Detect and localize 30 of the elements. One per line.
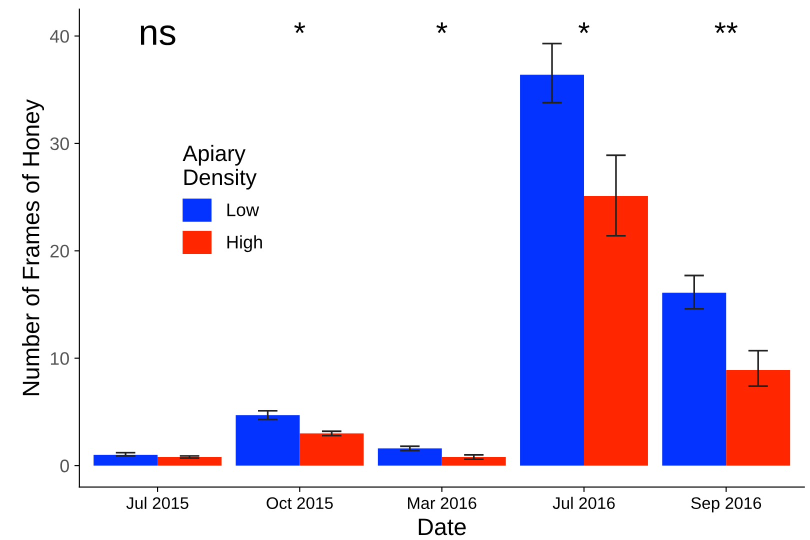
bar bbox=[726, 370, 790, 466]
bar bbox=[662, 292, 726, 466]
x-tick-label: Sep 2016 bbox=[691, 497, 762, 512]
x-tick-label: Jul 2016 bbox=[552, 496, 615, 510]
x-tick-label: Oct 2015 bbox=[266, 497, 333, 510]
x-axis-title: Date bbox=[418, 518, 466, 536]
legend-label: Low bbox=[227, 204, 260, 216]
bar bbox=[584, 196, 648, 466]
x-tick-label: Jul 2015 bbox=[126, 496, 188, 510]
legend-label: High bbox=[227, 235, 262, 252]
annotation: * bbox=[294, 22, 306, 34]
bar bbox=[158, 457, 222, 466]
y-tick-label: 0 bbox=[60, 460, 69, 472]
y-axis-title: Number of Frames of Honey bbox=[22, 99, 44, 396]
y-tick-label: 10 bbox=[50, 352, 69, 365]
annotation: * bbox=[578, 22, 590, 34]
bar bbox=[300, 433, 364, 466]
y-tick-label: 40 bbox=[50, 30, 69, 43]
legend-title: Apiary Density bbox=[182, 144, 257, 190]
bar bbox=[520, 74, 584, 466]
bar bbox=[378, 448, 442, 466]
bar bbox=[94, 454, 158, 466]
y-tick-label: 20 bbox=[50, 244, 69, 258]
bar bbox=[236, 415, 300, 466]
bar bbox=[442, 457, 506, 466]
annotation: ns bbox=[140, 25, 176, 46]
x-tick-label: Mar 2016 bbox=[408, 497, 476, 510]
annotation: * bbox=[436, 22, 448, 34]
y-tick-label: 30 bbox=[50, 137, 69, 150]
annotation: ** bbox=[714, 22, 738, 34]
